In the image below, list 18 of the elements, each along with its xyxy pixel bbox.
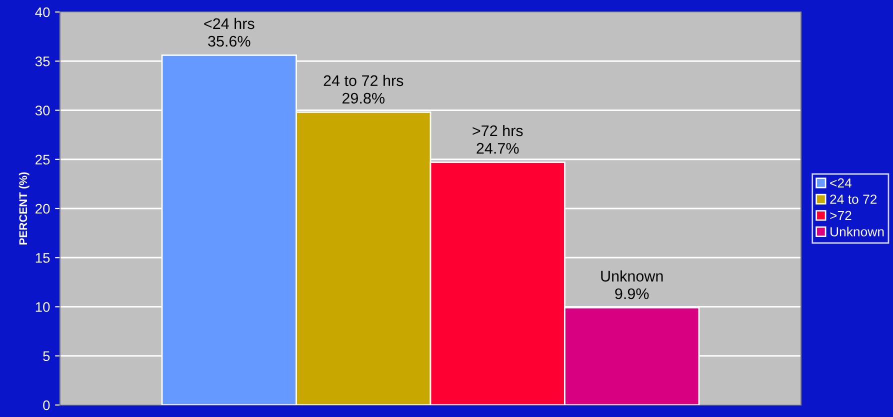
- y-tick-label: 15: [36, 253, 50, 263]
- y-tick-label: 25: [36, 154, 50, 165]
- data-label: <24 hrs 35.6%: [204, 18, 254, 47]
- legend-label: >72: [830, 210, 852, 220]
- y-tick-label: 0: [43, 400, 50, 410]
- data-label: Unknown 9.9%: [601, 270, 663, 300]
- legend-label: Unknown: [830, 226, 884, 236]
- y-tick-label: 40: [35, 7, 50, 18]
- y-tick-label: 5: [43, 351, 50, 362]
- y-tick-label: 10: [36, 302, 50, 312]
- y-axis-title: PERCENT (%): [18, 172, 30, 244]
- data-label: >72 hrs 24.7%: [472, 124, 523, 154]
- legend-label: 24 to 72: [830, 194, 877, 204]
- data-label: 24 to 72 hrs 29.8%: [324, 74, 404, 104]
- legend-label: <24: [830, 178, 852, 188]
- y-tick-label: 30: [35, 106, 50, 116]
- y-tick-label: 20: [36, 204, 50, 214]
- y-tick-label: 35: [35, 56, 50, 66]
